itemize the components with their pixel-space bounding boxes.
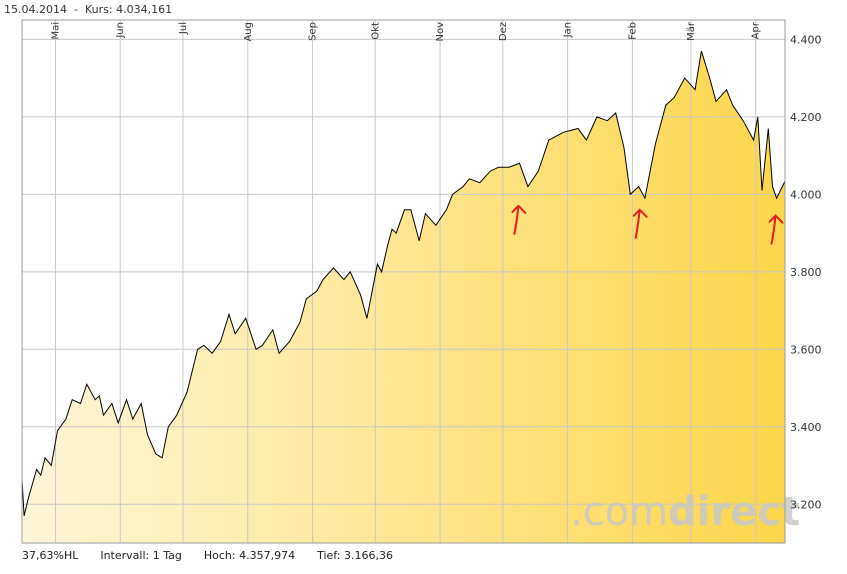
- y-tick-label: 3.600: [790, 343, 822, 356]
- area-layer: [22, 51, 785, 543]
- x-month-label: Jan: [563, 22, 574, 38]
- x-month-label: Mär: [686, 21, 697, 41]
- annotation-arrow: [768, 214, 784, 245]
- chart-footer: 37,63%HL Intervall: 1 Tag Hoch: 4.357,97…: [22, 549, 393, 562]
- x-month-label: Dez: [498, 22, 509, 41]
- svg-text:.comdirect: .comdirect: [570, 489, 800, 535]
- header-separator: -: [73, 3, 78, 16]
- footer-hoch: Hoch: 4.357,974: [203, 549, 296, 562]
- footer-intervall: Intervall: 1 Tag: [100, 549, 182, 562]
- header-date: 15.04.2014: [4, 3, 67, 16]
- annotation-arrow: [511, 204, 527, 235]
- x-month-label: Feb: [627, 22, 638, 40]
- grid-layer: [22, 20, 785, 543]
- x-month-label: Nov: [435, 22, 446, 42]
- price-line: [21, 50, 786, 517]
- x-month-label: Aug: [243, 22, 254, 42]
- price-area: [22, 51, 785, 543]
- annotation-layer: [511, 204, 784, 245]
- brand-watermark: .comdirect: [570, 489, 800, 535]
- x-month-label: Jul: [178, 22, 189, 35]
- x-month-label: Okt: [370, 22, 381, 40]
- x-month-label: Jun: [115, 22, 126, 39]
- y-axis-labels: 3.200 3.400 3.600 3.800 4.000 4.200 4.400: [790, 33, 822, 511]
- chart-header: 15.04.2014 - Kurs: 4.034,161: [4, 3, 172, 16]
- y-tick-label: 4.400: [790, 33, 822, 46]
- y-tick-label: 3.200: [790, 498, 822, 511]
- frame-layer: [21, 19, 786, 544]
- y-tick-label: 3.400: [790, 421, 822, 434]
- header-kurs-value: 4.034,161: [116, 3, 173, 16]
- x-month-label: Mai: [50, 22, 61, 40]
- x-month-label: Apr: [751, 21, 762, 39]
- brand-bold: direct: [668, 489, 800, 535]
- brand-light: .com: [570, 489, 668, 535]
- footer-hl: 37,63%HL: [22, 549, 79, 562]
- x-axis-labels: Mai Jun Jul Aug Sep Okt Nov Dez Jan Feb Mär Apr: [50, 21, 761, 41]
- plot-frame: [21, 19, 786, 544]
- x-month-label: Sep: [308, 22, 319, 41]
- footer-tief: Tief: 3.166,36: [317, 549, 393, 562]
- annotation-arrow: [632, 208, 648, 239]
- header-kurs-label: Kurs:: [84, 3, 113, 16]
- y-tick-label: 4.000: [790, 188, 822, 201]
- y-tick-label: 3.800: [790, 266, 822, 279]
- y-tick-label: 4.200: [790, 111, 822, 124]
- line-layer: [21, 50, 786, 517]
